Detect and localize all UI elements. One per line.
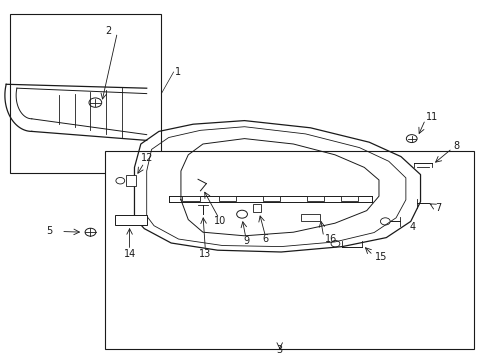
Bar (105, 151, 473, 349)
Bar (115, 215, 146, 225)
Text: 8: 8 (453, 141, 459, 151)
Text: 5: 5 (46, 226, 53, 237)
Text: 7: 7 (434, 203, 441, 213)
Bar (126, 175, 136, 186)
Text: 2: 2 (105, 26, 111, 36)
Text: 12: 12 (140, 153, 153, 163)
Bar (340, 196, 358, 201)
Text: 16: 16 (325, 234, 337, 244)
Bar (252, 204, 260, 212)
Text: 3: 3 (276, 345, 282, 355)
Bar (300, 214, 320, 221)
Text: 4: 4 (409, 222, 415, 232)
Bar (262, 196, 280, 201)
Text: 15: 15 (374, 252, 386, 262)
Bar (218, 196, 236, 201)
Text: 9: 9 (243, 236, 248, 246)
Bar (306, 196, 324, 201)
Text: 11: 11 (426, 112, 438, 122)
Text: 10: 10 (213, 216, 226, 226)
Bar (10, 14, 161, 173)
Text: 14: 14 (123, 249, 136, 259)
Text: 13: 13 (199, 249, 211, 259)
Text: 6: 6 (262, 234, 268, 244)
Text: 1: 1 (174, 67, 181, 77)
Bar (182, 196, 199, 201)
